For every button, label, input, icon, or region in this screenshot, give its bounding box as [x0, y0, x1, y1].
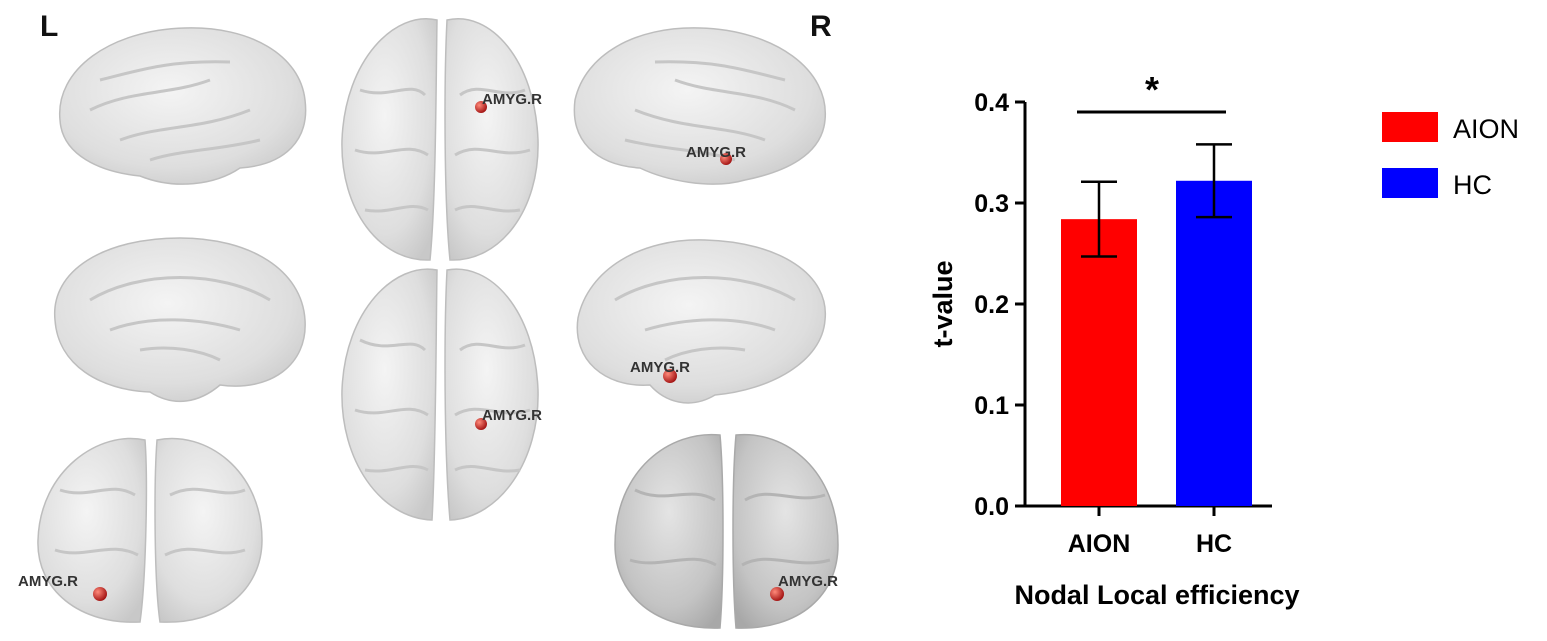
brain-anterior-view: AMYG.R — [18, 437, 263, 623]
brain-right-lateral-view: AMYG.R — [573, 27, 826, 185]
brain-panel: L R AMYG.R AMYG.R — [18, 10, 839, 629]
amygdala-node-ventral — [475, 418, 487, 430]
y-tick-label: 0.4 — [974, 89, 1009, 117]
roi-label-right-lateral: AMYG.R — [686, 144, 746, 161]
brain-dorsal-view: AMYG.R — [341, 18, 542, 261]
x-axis-title: Nodal Local efficiency — [1014, 580, 1299, 610]
roi-label-dorsal: AMYG.R — [482, 91, 542, 108]
amygdala-node-right-medial — [663, 369, 677, 383]
y-tick-label: 0.2 — [974, 291, 1009, 319]
significance-marker: * — [1145, 69, 1159, 110]
legend-label-hc: HC — [1453, 170, 1492, 200]
amygdala-node-right-lateral — [720, 153, 732, 165]
roi-label-anterior: AMYG.R — [18, 573, 78, 590]
brain-right-medial-view: AMYG.R — [576, 239, 826, 404]
y-tick-label: 0.3 — [974, 190, 1009, 218]
roi-label-right-medial: AMYG.R — [630, 359, 690, 376]
legend-swatch-aion — [1382, 112, 1438, 142]
legend-label-aion: AION — [1453, 114, 1519, 144]
bar-hc — [1176, 180, 1252, 506]
bars — [1061, 143, 1252, 506]
amygdala-node-anterior — [93, 587, 107, 601]
bar-aion — [1061, 219, 1137, 506]
brain-ventral-view: AMYG.R — [341, 268, 542, 521]
y-tick-label: 0.0 — [974, 493, 1009, 521]
significance-bracket: * — [1077, 69, 1226, 114]
y-axis-ticks: 0.0 0.1 0.2 0.3 0.4 — [974, 89, 1025, 521]
y-tick-label: 0.1 — [974, 392, 1009, 420]
bar-chart: 0.0 0.1 0.2 0.3 0.4 AION HC * t-value Nodal L… — [928, 69, 1519, 610]
y-axis-title: t-value — [928, 260, 958, 347]
brain-left-lateral-view — [59, 27, 307, 185]
left-hemisphere-label: L — [40, 10, 58, 43]
brain-posterior-view: AMYG.R — [614, 433, 839, 629]
amygdala-node-posterior — [770, 587, 784, 601]
legend-swatch-hc — [1382, 168, 1438, 198]
amygdala-node-dorsal — [475, 101, 487, 113]
x-axis-ticks: AION HC — [1068, 506, 1232, 558]
brain-left-medial-view — [54, 237, 306, 403]
legend: AION HC — [1382, 112, 1519, 200]
x-tick-label-aion: AION — [1068, 530, 1131, 558]
roi-label-ventral: AMYG.R — [482, 407, 542, 424]
roi-label-posterior: AMYG.R — [778, 573, 838, 590]
x-tick-label-hc: HC — [1196, 530, 1232, 558]
right-hemisphere-label: R — [810, 10, 832, 43]
